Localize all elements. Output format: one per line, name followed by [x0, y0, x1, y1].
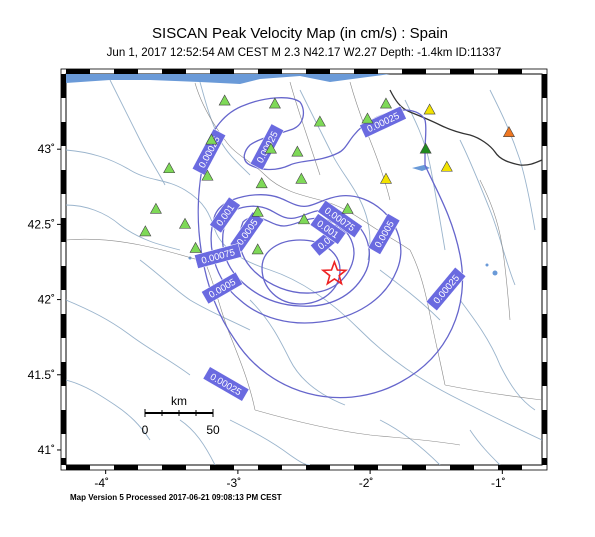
frame-segment [66, 69, 90, 74]
lat-tick-label: 41˚ [38, 443, 55, 457]
frame-segment [114, 465, 138, 470]
frame-segment [162, 69, 186, 74]
frame-segment [450, 69, 474, 74]
frame-outline [60, 68, 548, 471]
frame-segment [402, 465, 426, 470]
frame-segment [61, 218, 66, 242]
frame-segment [306, 69, 330, 74]
frame-segment [210, 465, 234, 470]
station-triangle-icon [251, 205, 264, 217]
station-triangle-icon [423, 103, 436, 115]
station-triangle-icon [189, 241, 202, 253]
frame-segment [61, 170, 66, 194]
scale-min-label: 0 [142, 423, 149, 437]
station-triangle-icon [218, 94, 231, 106]
map-frame [65, 73, 543, 466]
frame-segment [542, 74, 547, 98]
frame-segment [61, 410, 66, 434]
lon-tick-label: -2˚ [359, 476, 374, 490]
station-triangle-icon [379, 97, 392, 109]
frame-segment [61, 266, 66, 290]
frame-ticks: -4˚ -3˚ -2˚ -1˚ 43˚ 42.5˚ 42˚ 41.5˚ 41˚ [28, 68, 548, 490]
scale-max-label: 50 [206, 423, 220, 437]
station-triangle-icon [268, 97, 281, 109]
station-triangle-icon [201, 169, 214, 181]
frame-segment [542, 314, 547, 338]
frame-segment [542, 410, 547, 434]
map-title: SISCAN Peak Velocity Map (in cm/s) : Spa… [152, 25, 448, 42]
station-triangle-icon [251, 243, 264, 255]
frame-segment [542, 362, 547, 386]
stations [139, 94, 515, 255]
frame-segment [354, 465, 378, 470]
station-triangle-icon [313, 115, 326, 127]
frame-segment [61, 458, 66, 465]
station-triangle-icon [502, 126, 515, 137]
lon-tick-label: -1˚ [491, 476, 506, 490]
station-triangle-icon [139, 225, 152, 237]
frame-segment [306, 465, 330, 470]
frame-segment [66, 465, 90, 470]
lat-tick-label: 42˚ [38, 293, 55, 307]
map-subtitle: Jun 1, 2017 12:52:54 AM CEST M 2.3 N42.1… [107, 47, 502, 59]
map-area [66, 74, 542, 465]
station-triangle-icon [440, 160, 453, 172]
frame-segment [542, 266, 547, 290]
station-triangle-icon [341, 202, 354, 214]
station-triangle-icon [361, 112, 374, 124]
frame-segment [61, 362, 66, 386]
lake [492, 270, 498, 276]
frame-segment [542, 218, 547, 242]
lon-tick-label: -3˚ [227, 476, 242, 490]
frame-segment [162, 465, 186, 470]
scale-unit: km [171, 394, 187, 408]
frame-segment [498, 69, 522, 74]
frame-segment [402, 69, 426, 74]
country-border [389, 89, 542, 166]
frame-segment [542, 170, 547, 194]
lake [485, 263, 489, 267]
station-triangle-icon [149, 202, 162, 214]
station-triangle-icon [178, 217, 192, 229]
frame-segment [354, 69, 378, 74]
lat-tick-label: 42.5˚ [28, 217, 55, 231]
station-triangle-icon [255, 177, 268, 189]
frame-segment [542, 122, 547, 146]
lon-tick-label: -4˚ [94, 476, 109, 490]
lat-tick-label: 43˚ [38, 142, 55, 156]
station-triangle-icon [419, 142, 432, 154]
station-triangle-icon [163, 162, 176, 174]
star-icon [320, 259, 348, 286]
epicenter [320, 259, 348, 286]
scale-bar: km 0 50 [142, 394, 220, 437]
station-triangle-icon [205, 133, 218, 145]
station-triangle-icon [264, 142, 277, 154]
rivers [66, 79, 542, 465]
station-triangle-icon [379, 172, 392, 184]
sea-water [66, 74, 405, 84]
map-footer: Map Version 5 Processed 2017-06-21 09:08… [70, 493, 282, 502]
frame-segment [258, 465, 282, 470]
frame-segment [61, 314, 66, 338]
frame-segment [542, 458, 547, 465]
lat-tick-label: 41.5˚ [28, 368, 55, 382]
frame-segment [114, 69, 138, 74]
frame-segment [61, 122, 66, 146]
frame-segment [61, 74, 66, 98]
frame-segment [258, 69, 282, 74]
station-triangle-icon [291, 145, 304, 157]
frame-segment [210, 69, 234, 74]
station-triangle-icon [295, 172, 308, 184]
station-triangle-icon [297, 213, 311, 225]
frame-segment [498, 465, 522, 470]
frame-segment [450, 465, 474, 470]
